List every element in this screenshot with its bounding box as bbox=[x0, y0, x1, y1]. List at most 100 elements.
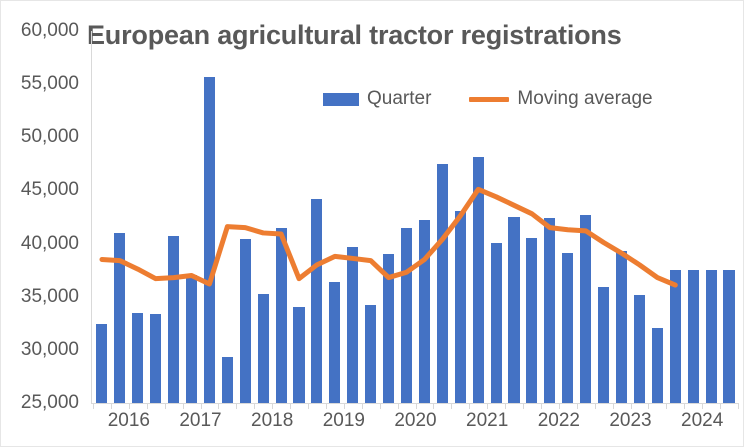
line-swatch-icon bbox=[469, 96, 510, 102]
x-minor-tick bbox=[666, 403, 668, 409]
bar[interactable] bbox=[203, 76, 215, 403]
bar[interactable] bbox=[508, 217, 520, 403]
x-minor-tick bbox=[469, 403, 471, 409]
bar[interactable] bbox=[651, 327, 663, 403]
bar[interactable] bbox=[454, 210, 466, 403]
bar[interactable] bbox=[257, 293, 269, 403]
bar[interactable] bbox=[705, 270, 717, 403]
y-tick-label: 40,000 bbox=[20, 232, 79, 254]
bar[interactable] bbox=[132, 312, 144, 403]
bar[interactable] bbox=[723, 270, 735, 403]
x-tick-label: 2019 bbox=[322, 410, 365, 431]
bar[interactable] bbox=[365, 305, 377, 403]
bar[interactable] bbox=[383, 254, 395, 403]
bar[interactable] bbox=[669, 270, 681, 403]
x-tick-label: 2020 bbox=[394, 410, 437, 431]
x-minor-tick bbox=[146, 403, 148, 409]
bar-swatch-icon bbox=[323, 92, 359, 106]
x-tick-label: 2018 bbox=[251, 410, 294, 431]
x-tick-label: 2024 bbox=[681, 410, 724, 431]
x-minor-tick bbox=[487, 403, 489, 409]
x-minor-tick bbox=[272, 403, 274, 409]
bar[interactable] bbox=[293, 307, 305, 403]
bar[interactable] bbox=[221, 357, 233, 403]
bar[interactable] bbox=[400, 227, 413, 403]
x-minor-tick bbox=[594, 403, 596, 409]
x-tick-label: 2017 bbox=[179, 410, 222, 431]
x-minor-tick bbox=[200, 403, 202, 409]
y-axis-line bbox=[91, 31, 92, 404]
x-axis-line bbox=[91, 403, 739, 404]
bar[interactable] bbox=[418, 220, 430, 403]
plot-area bbox=[93, 31, 738, 403]
x-minor-tick bbox=[451, 403, 453, 409]
chart-title: European agricultural tractor registrati… bbox=[87, 20, 622, 50]
y-tick-label: 60,000 bbox=[20, 20, 79, 41]
bar[interactable] bbox=[275, 227, 287, 403]
x-minor-tick bbox=[343, 403, 345, 409]
x-minor-tick bbox=[540, 403, 542, 409]
x-minor-tick bbox=[433, 403, 435, 409]
x-minor-tick bbox=[648, 403, 650, 409]
x-minor-tick bbox=[397, 403, 399, 409]
bar[interactable] bbox=[598, 287, 610, 403]
bar[interactable] bbox=[562, 253, 574, 403]
y-tick-label: 50,000 bbox=[20, 126, 79, 148]
x-tick-label: 2021 bbox=[466, 410, 509, 431]
x-minor-tick bbox=[93, 403, 94, 409]
y-tick-label: 55,000 bbox=[20, 73, 79, 95]
bar[interactable] bbox=[580, 214, 592, 403]
x-minor-tick bbox=[236, 403, 238, 409]
bar[interactable] bbox=[526, 238, 538, 403]
y-tick-label: 45,000 bbox=[20, 179, 79, 201]
bar[interactable] bbox=[239, 239, 251, 403]
x-minor-tick bbox=[361, 403, 363, 409]
y-tick-label: 25,000 bbox=[20, 392, 79, 413]
y-tick-label: 30,000 bbox=[20, 338, 79, 360]
bar[interactable] bbox=[436, 163, 448, 403]
x-minor-tick bbox=[576, 403, 578, 409]
bar[interactable] bbox=[114, 232, 126, 403]
x-minor-tick bbox=[325, 403, 327, 409]
x-tick-label: 2016 bbox=[107, 410, 150, 431]
x-minor-tick bbox=[558, 403, 560, 409]
chart-legend: Quarter Moving average bbox=[323, 86, 653, 112]
bar[interactable] bbox=[633, 294, 645, 403]
y-axis: 60,000 55,000 50,000 45,000 40,000 35,000 30,0… bbox=[1, 1, 87, 446]
legend-label-quarter: Quarter bbox=[367, 88, 432, 109]
x-minor-tick bbox=[182, 403, 184, 409]
x-minor-tick bbox=[379, 403, 381, 409]
x-minor-tick bbox=[612, 403, 614, 409]
bar[interactable] bbox=[311, 198, 323, 403]
bar[interactable] bbox=[185, 275, 198, 403]
bar[interactable] bbox=[150, 313, 162, 403]
bar[interactable] bbox=[329, 281, 341, 403]
legend-label-moving-average: Moving average bbox=[517, 88, 653, 109]
bar[interactable] bbox=[687, 270, 699, 403]
x-axis: 2016 2017 2018 2019 2020 2021 2022 2023 2024 bbox=[1, 410, 743, 444]
x-minor-tick bbox=[128, 403, 130, 409]
x-minor-tick bbox=[110, 403, 112, 409]
x-minor-tick bbox=[720, 403, 722, 409]
x-minor-tick bbox=[523, 403, 524, 409]
bar[interactable] bbox=[544, 218, 556, 403]
legend-item-moving-average[interactable]: Moving average bbox=[469, 88, 653, 110]
bar[interactable] bbox=[168, 236, 180, 403]
bar[interactable] bbox=[615, 251, 628, 403]
y-tick-label: 35,000 bbox=[20, 285, 79, 307]
x-tick-label: 2022 bbox=[537, 410, 580, 431]
bar[interactable] bbox=[347, 246, 359, 403]
legend-item-quarter[interactable]: Quarter bbox=[323, 88, 431, 110]
x-tick-label: 2023 bbox=[609, 410, 652, 431]
x-minor-tick bbox=[218, 403, 220, 409]
x-minor-tick bbox=[254, 403, 256, 409]
bar[interactable] bbox=[490, 242, 502, 403]
x-minor-tick bbox=[738, 403, 739, 409]
x-minor-tick bbox=[702, 403, 704, 409]
x-minor-tick bbox=[308, 403, 309, 409]
x-minor-tick bbox=[630, 403, 632, 409]
x-minor-tick bbox=[290, 403, 292, 409]
bar[interactable] bbox=[472, 157, 484, 403]
bar[interactable] bbox=[96, 324, 108, 403]
